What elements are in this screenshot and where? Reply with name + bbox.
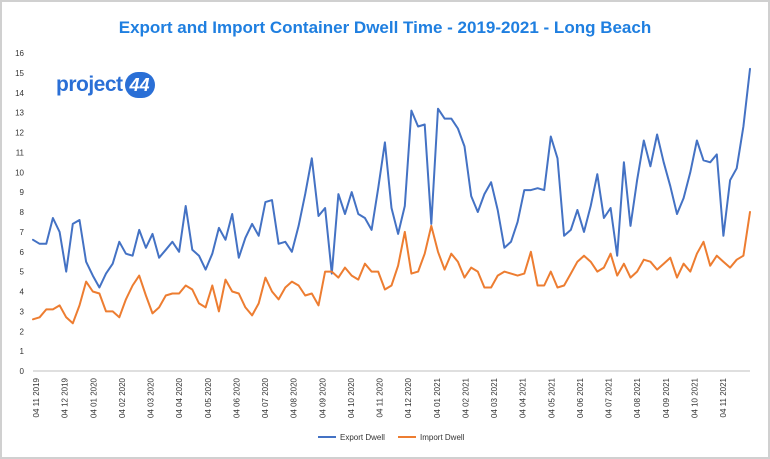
x-tick-label: 04 11 2019	[32, 377, 41, 417]
y-tick-label: 5	[20, 268, 25, 277]
x-tick-label: 04 01 2021	[433, 377, 442, 418]
x-tick-label: 04 03 2021	[490, 377, 499, 418]
y-tick-label: 14	[15, 89, 24, 98]
y-tick-label: 13	[15, 109, 24, 118]
x-tick-label: 04 12 2019	[61, 377, 70, 418]
x-tick-label: 04 10 2020	[347, 377, 356, 418]
x-tick-label: 04 10 2021	[690, 377, 699, 418]
export-dwell-line	[32, 67, 751, 289]
y-tick-label: 12	[15, 129, 24, 138]
x-tick-label: 04 05 2021	[547, 377, 556, 418]
x-tick-label: 04 02 2021	[461, 377, 470, 418]
x-tick-label: 04 06 2020	[232, 377, 241, 418]
x-tick-label: 04 07 2020	[261, 377, 270, 418]
x-tick-label: 04 07 2021	[605, 377, 614, 418]
y-tick-label: 3	[20, 307, 25, 316]
x-tick-label: 04 03 2020	[147, 377, 156, 418]
x-tick-label: 04 08 2021	[633, 377, 642, 418]
x-tick-label: 04 09 2020	[318, 377, 327, 418]
y-tick-label: 6	[20, 248, 25, 257]
x-tick-label: 04 09 2021	[662, 377, 671, 418]
project44-logo: project 44	[56, 72, 155, 98]
y-tick-label: 11	[16, 148, 25, 157]
y-tick-label: 9	[20, 188, 25, 197]
import-dwell-line	[32, 211, 751, 325]
y-tick-label: 2	[20, 327, 25, 336]
y-tick-label: 10	[15, 168, 24, 177]
x-tick-label: 04 11 2021	[719, 377, 728, 417]
y-tick-label: 16	[15, 49, 24, 58]
logo-text: project	[56, 73, 123, 96]
legend-import-label: Import Dwell	[420, 433, 465, 442]
y-tick-label: 0	[20, 367, 25, 376]
y-tick-label: 15	[15, 69, 24, 78]
y-tick-label: 1	[20, 347, 25, 356]
chart-title: Export and Import Container Dwell Time -…	[118, 18, 652, 37]
x-tick-label: 04 02 2020	[118, 377, 127, 418]
y-tick-label: 4	[20, 288, 25, 297]
y-tick-label: 8	[20, 208, 25, 217]
x-tick-label: 04 01 2020	[89, 377, 98, 418]
logo-badge: 44	[124, 72, 155, 98]
x-tick-label: 04 05 2020	[204, 377, 213, 418]
y-tick-label: 7	[20, 228, 25, 237]
x-tick-label: 04 08 2020	[290, 377, 299, 418]
x-tick-label: 04 12 2020	[404, 377, 413, 418]
x-tick-label: 04 04 2021	[519, 377, 528, 418]
x-tick-label: 04 11 2020	[376, 377, 385, 417]
legend-export-label: Export Dwell	[340, 433, 385, 442]
x-tick-label: 04 04 2020	[175, 377, 184, 418]
x-tick-label: 04 06 2021	[576, 377, 585, 418]
